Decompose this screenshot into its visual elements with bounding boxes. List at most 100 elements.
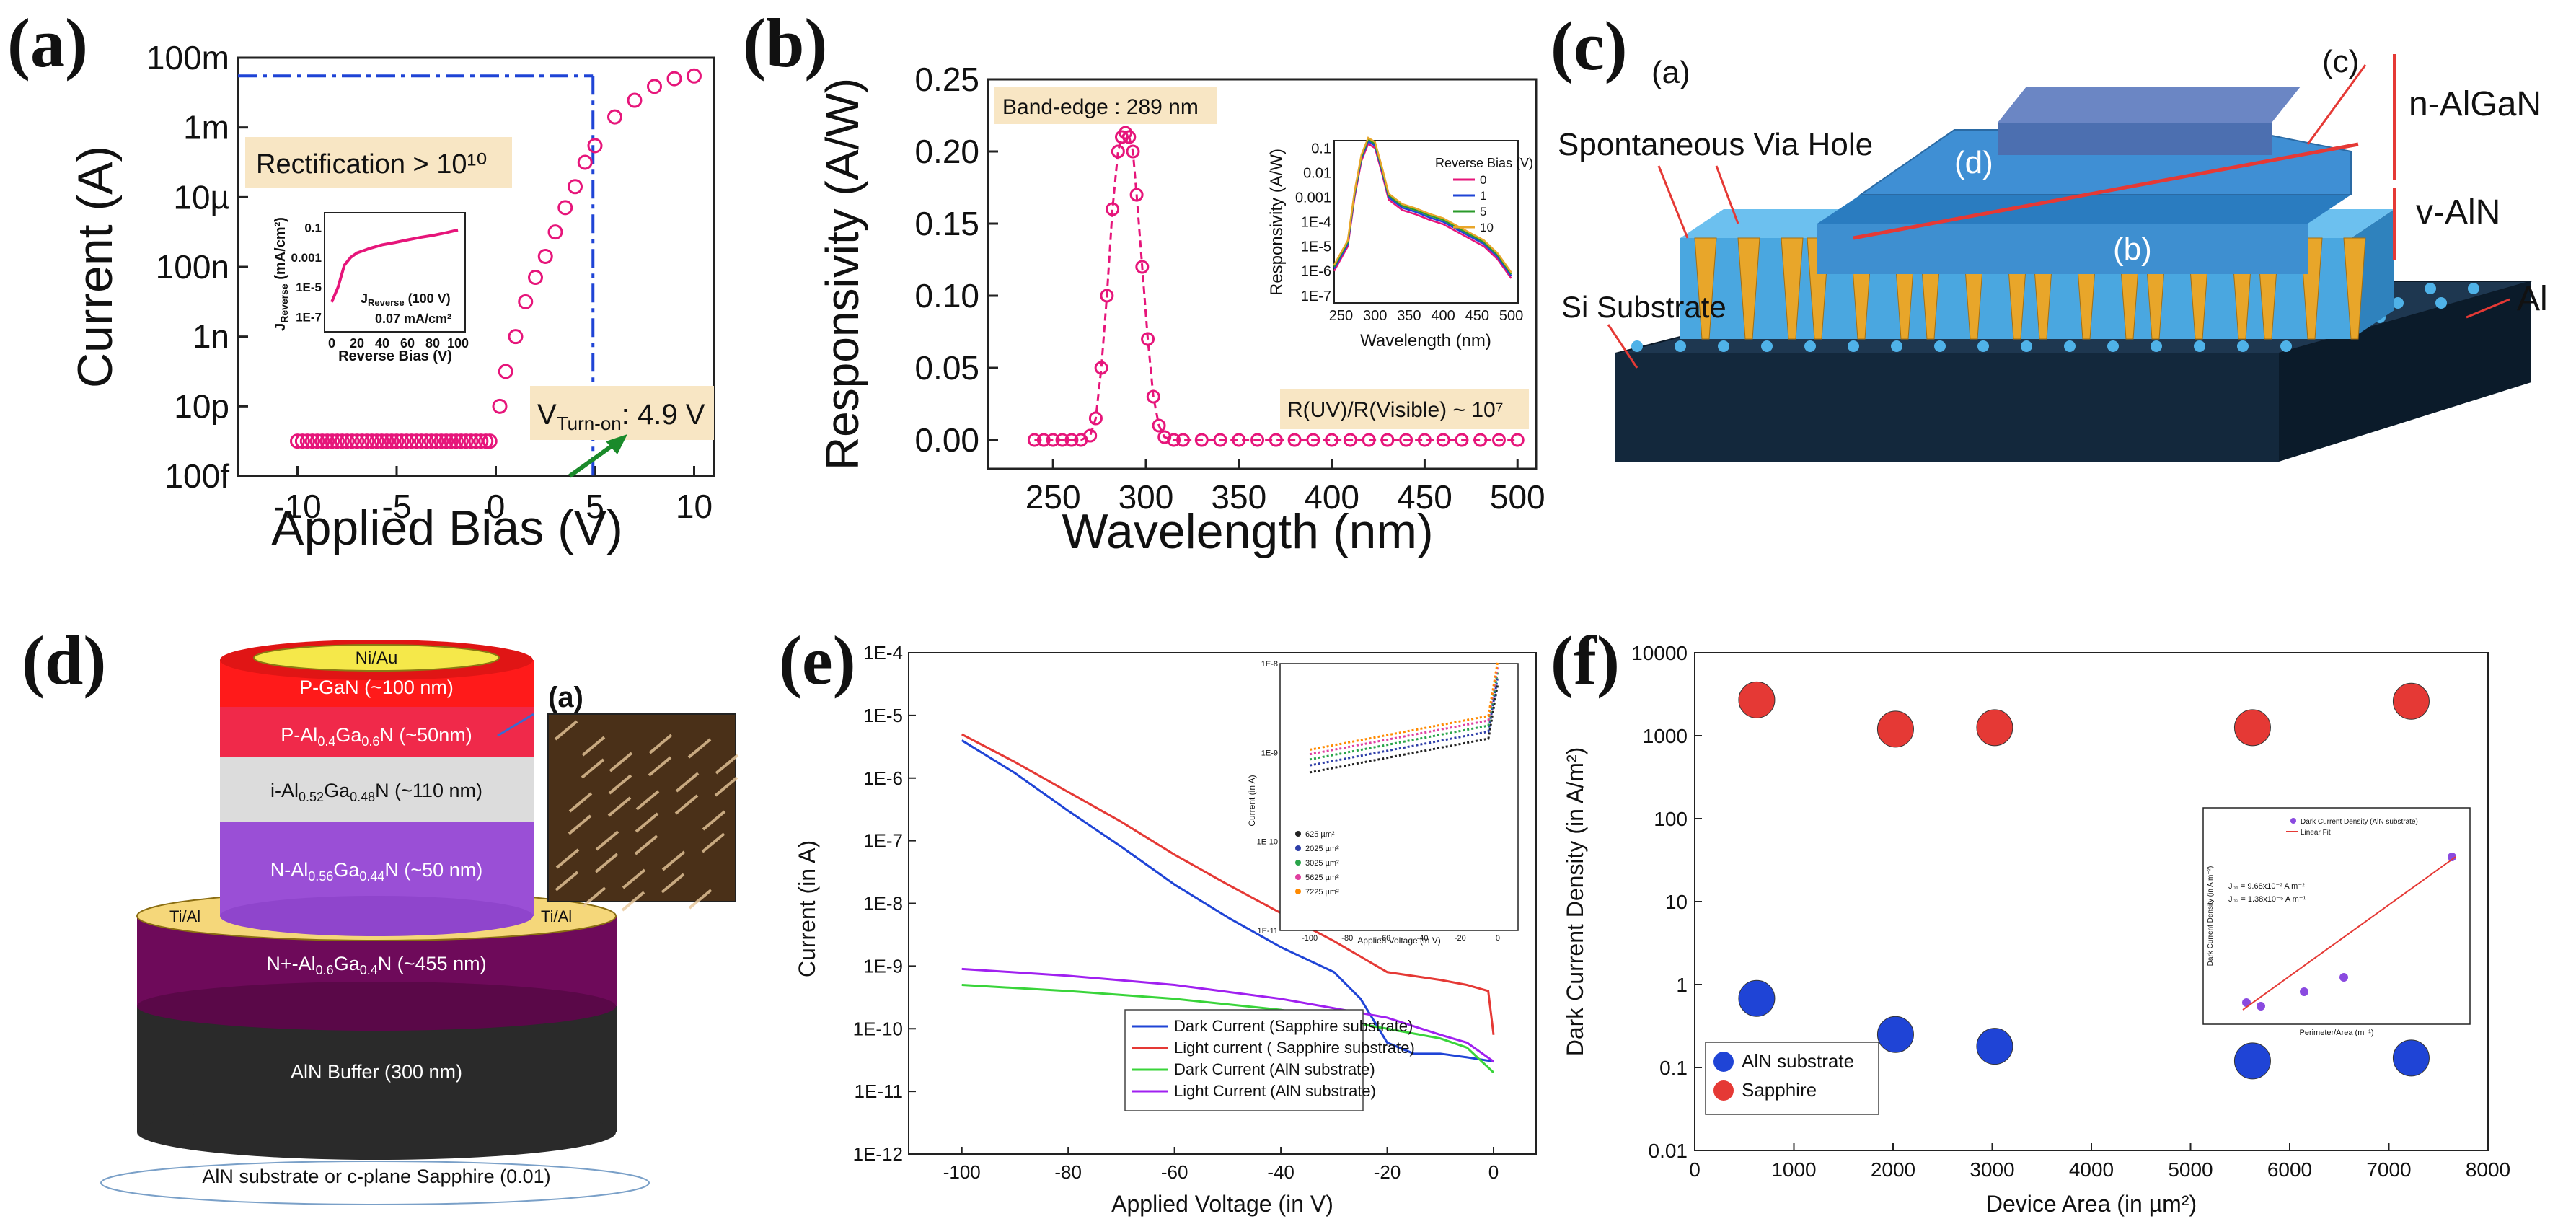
al-dot bbox=[2021, 340, 2032, 352]
a-point bbox=[687, 68, 702, 84]
a-point bbox=[458, 433, 474, 449]
f-point bbox=[1976, 1028, 2013, 1065]
chart-f: 0 1000 2000 3000 4000 5000 6000 7000 80001000010… bbox=[1562, 642, 2510, 1217]
e-series-line bbox=[961, 739, 1494, 1063]
f-xtick-label: 4000 bbox=[2069, 1158, 2114, 1181]
a-point bbox=[304, 433, 320, 449]
b-point bbox=[1083, 428, 1098, 443]
f-inset-point bbox=[2448, 853, 2456, 861]
f-xtick-label: 6000 bbox=[2267, 1158, 2312, 1181]
a-point bbox=[557, 200, 573, 216]
a-point bbox=[449, 433, 464, 449]
f-legend-label: AlN substrate bbox=[1742, 1050, 1854, 1072]
chart-a-ylabel: Current (A) bbox=[68, 146, 123, 388]
n-algan-top-lower bbox=[1817, 195, 2351, 224]
f-ytick-label: 10 bbox=[1665, 891, 1688, 913]
b-point bbox=[1325, 433, 1339, 447]
al-dot bbox=[1761, 340, 1773, 352]
inset-a-marks: 0 20 40 60 80 100 0.1 0.001 1E-5 1E-7 bbox=[291, 221, 469, 351]
b-ytick-label: 0.15 bbox=[914, 205, 979, 242]
a-ytick-label: 100f bbox=[164, 457, 229, 495]
chart-f-ylabel: Dark Current Density (in A/m²) bbox=[1562, 747, 1588, 1057]
a-point bbox=[349, 433, 365, 449]
afm-streak bbox=[582, 886, 606, 907]
chart-e-legend: Dark Current (Sapphire substrate) Light c… bbox=[1132, 1017, 1415, 1100]
b-inset-series bbox=[1333, 136, 1512, 273]
label-palgan: P-Al0.4Ga0.6N (~50nm) bbox=[281, 724, 472, 749]
f-inset-fit bbox=[2242, 856, 2456, 1011]
a-point bbox=[607, 109, 622, 125]
chart-a-marks bbox=[290, 68, 702, 449]
a-point bbox=[314, 433, 330, 449]
e-series-line bbox=[961, 967, 1494, 1062]
inset-f-eq2: J₀₂ = 1.38x10⁻⁵ A m⁻¹ bbox=[2228, 895, 2306, 904]
b-point bbox=[1129, 188, 1144, 202]
substrate-outline bbox=[100, 1161, 650, 1205]
e-xtick-label: -20 bbox=[1374, 1161, 1401, 1183]
si-arrow bbox=[1607, 324, 1638, 369]
a-point bbox=[647, 79, 662, 94]
al-dot bbox=[2392, 297, 2404, 309]
a-inset-xtick: 20 bbox=[350, 336, 364, 351]
f-xtick-label: 3000 bbox=[1970, 1158, 2014, 1181]
afm-streak bbox=[701, 832, 725, 853]
b-ytick-label: 0.10 bbox=[914, 277, 979, 314]
a-point bbox=[394, 433, 410, 449]
b-ytick-label: 0.05 bbox=[914, 349, 979, 387]
via-pillar bbox=[2343, 237, 2366, 340]
al-dot bbox=[2194, 340, 2205, 352]
panel-label-c: (c) bbox=[1551, 7, 1628, 84]
niau-contact bbox=[253, 644, 500, 672]
f-ytick-label: 1 bbox=[1676, 974, 1688, 996]
e-legend-label: Dark Current (AlN substrate) bbox=[1174, 1060, 1375, 1078]
f-xtick-label: 1000 bbox=[1771, 1158, 1816, 1181]
b-point bbox=[1380, 433, 1395, 447]
al-arrow bbox=[2466, 298, 2510, 319]
b-inset-legend-label: 1 bbox=[1480, 189, 1486, 203]
turnon-box bbox=[530, 386, 714, 440]
al-dot bbox=[2064, 340, 2076, 352]
e-ytick-label: 1E-6 bbox=[863, 767, 903, 789]
a-point bbox=[299, 433, 315, 449]
a-point bbox=[473, 433, 489, 449]
label-c-e: (e) bbox=[2138, 51, 2177, 87]
aln-buffer-bottom bbox=[137, 1105, 616, 1160]
a-ytick-label: 10µ bbox=[173, 178, 229, 216]
inset-b-legend-title: Reverse Bias (V) bbox=[1435, 156, 1533, 170]
a-point bbox=[537, 248, 553, 264]
a-point bbox=[498, 364, 513, 379]
a-point bbox=[463, 433, 479, 449]
inset-f-legend1: Dark Current Density (AlN substrate) bbox=[2301, 818, 2418, 826]
a-point bbox=[404, 433, 420, 449]
inset-b-ylabel: Responsivity (A/W) bbox=[1267, 149, 1287, 296]
b-inset-xtick: 450 bbox=[1465, 308, 1489, 324]
b-inset-xtick: 500 bbox=[1499, 308, 1523, 324]
b-point bbox=[1122, 130, 1137, 144]
f-legend-label: Sapphire bbox=[1742, 1079, 1817, 1101]
a-xtick-label: -10 bbox=[273, 488, 321, 525]
i-algan-layer bbox=[220, 757, 534, 822]
chart-a: -10 -5 0 5 10 100m 1m 10µ 100n 1n 10p 100f Applied … bbox=[68, 39, 715, 555]
f-legend-marker bbox=[1713, 1052, 1734, 1072]
ratio-box bbox=[1280, 389, 1529, 429]
a-point bbox=[344, 433, 360, 449]
a-point bbox=[294, 433, 310, 449]
b-point bbox=[1036, 433, 1051, 447]
afm-streak bbox=[648, 756, 672, 777]
f-point bbox=[2233, 1042, 2271, 1080]
al-dot bbox=[1804, 340, 1816, 352]
label-substrate: AlN substrate or c-plane Sapphire (0.01) bbox=[202, 1166, 550, 1187]
chart-b-frame bbox=[987, 78, 1538, 470]
via-pillar bbox=[1694, 237, 1717, 340]
al-dot bbox=[2237, 340, 2249, 352]
b-xtick-label: 400 bbox=[1304, 478, 1359, 516]
f-xtick-label: 2000 bbox=[1871, 1158, 1915, 1181]
b-point bbox=[1064, 433, 1079, 447]
al-dot bbox=[2151, 340, 2162, 352]
bandedge-text: Band-edge : 289 nm bbox=[1002, 95, 1199, 119]
e-xtick-label: 0 bbox=[1488, 1161, 1499, 1183]
turnon-text: VTurn-on: 4.9 V bbox=[537, 399, 705, 434]
label-tial-right: Ti/Al bbox=[541, 907, 572, 925]
f-point bbox=[1876, 1016, 1914, 1053]
a-point bbox=[453, 433, 469, 449]
